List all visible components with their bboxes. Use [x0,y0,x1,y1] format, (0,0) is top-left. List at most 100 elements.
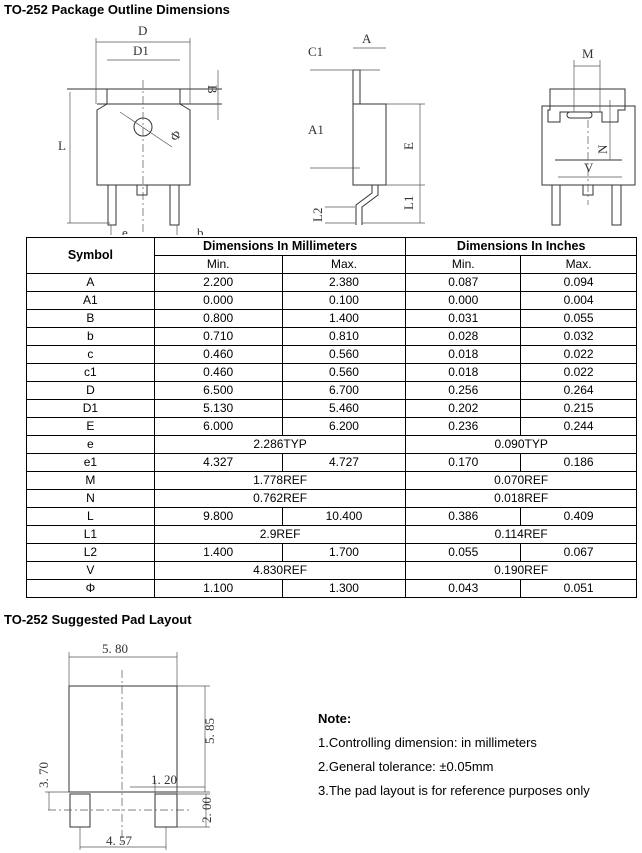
in-typ-cell: 0.090TYP [405,435,637,454]
note-item: 2.General tolerance: ±0.05mm [318,759,494,774]
mm-max-cell: 1.300 [281,579,407,598]
table-row: L2 1.400 1.700 0.055 0.067 [26,543,637,562]
label-e: e [122,225,128,235]
pad-label-width: 5. 80 [102,641,128,656]
pad-label-pad-width: 1. 20 [151,772,177,787]
in-max-cell: 0.004 [520,291,637,310]
pad-label-pitch: 4. 57 [106,833,133,848]
mm-max-cell: 0.100 [281,291,407,310]
mm-max-cell: 1.400 [281,309,407,328]
header-in-min: Min. [405,255,522,274]
in-max-cell: 0.022 [520,345,637,364]
mm-min-cell: 2.200 [153,273,283,292]
in-max-cell: 0.055 [520,309,637,328]
in-min-cell: 0.236 [405,417,522,436]
rear-view: M N V [541,46,636,226]
table-row: N 0.762REF 0.018REF [26,489,637,508]
pad-label-gap: 3. 70 [36,762,51,788]
in-max-cell: 0.051 [520,579,637,598]
mm-max-cell: 1.700 [281,543,407,562]
table-row: c1 0.460 0.560 0.018 0.022 [26,363,637,382]
label-C: C [376,232,385,235]
in-min-cell: 0.386 [405,507,522,526]
in-max-cell: 0.186 [520,453,637,472]
header-symbol: Symbol [26,237,155,274]
in-max-cell: 0.264 [520,381,637,400]
in-min-cell: 0.000 [405,291,522,310]
label-L2: L2 [310,208,325,222]
header-mm: Dimensions In Millimeters [153,237,407,256]
label-M: M [582,46,594,61]
mm-typ-cell: 0.762REF [153,489,407,508]
mm-typ-cell: 2.9REF [153,525,407,544]
in-max-cell: 0.094 [520,273,637,292]
notes-title: Note: [318,711,352,726]
front-view: D D1 B L Φ e b e1 [58,23,222,235]
in-min-cell: 0.256 [405,381,522,400]
symbol-cell: Φ [26,579,155,598]
table-row: B 0.800 1.400 0.031 0.055 [26,309,637,328]
symbol-cell: e1 [26,453,155,472]
label-A: A [362,31,372,46]
pad-label-height: 5. 85 [202,718,217,744]
mm-max-cell: 5.460 [281,399,407,418]
label-b: b [197,225,204,235]
in-min-cell: 0.202 [405,399,522,418]
pad-label-pad-height: 2. 00 [199,797,214,823]
table-row: A 2.200 2.380 0.087 0.094 [26,273,637,292]
label-N: N [595,144,610,154]
mm-max-cell: 6.200 [281,417,407,436]
symbol-cell: L2 [26,543,155,562]
label-B: B [205,85,220,94]
mm-max-cell: 0.560 [281,345,407,364]
outline-title: TO-252 Package Outline Dimensions [4,2,230,17]
table-row: D 6.500 6.700 0.256 0.264 [26,381,637,400]
note-item: 1.Controlling dimension: in millimeters [318,735,537,750]
mm-max-cell: 6.700 [281,381,407,400]
in-min-cell: 0.018 [405,363,522,382]
mm-max-cell: 2.380 [281,273,407,292]
pad-layout-drawing: 5. 80 5. 85 3. 70 1. 20 2. 00 4. 57 [36,641,217,850]
dimensions-table: Symbol Dimensions In Millimeters Dimensi… [26,237,637,598]
lead-pad-right [154,793,178,828]
table-row: Φ 1.100 1.300 0.043 0.051 [26,579,637,598]
notes: Note: 1.Controlling dimension: in millim… [318,709,590,805]
in-max-cell: 0.067 [520,543,637,562]
label-V: V [584,160,594,175]
header-inch: Dimensions In Inches [405,237,637,256]
label-L1: L1 [401,196,416,210]
tab-pad [68,685,178,793]
label-E: E [401,142,416,150]
in-min-cell: 0.055 [405,543,522,562]
table-row: e1 4.327 4.727 0.170 0.186 [26,453,637,472]
in-max-cell: 0.032 [520,327,637,346]
lead-pad-left [69,793,91,828]
in-min-cell: 0.170 [405,453,522,472]
in-min-cell: 0.043 [405,579,522,598]
in-min-cell: 0.018 [405,345,522,364]
table-row: c 0.460 0.560 0.018 0.022 [26,345,637,364]
table-row: e 2.286TYP 0.090TYP [26,435,637,454]
in-min-cell: 0.087 [405,273,522,292]
table-row: L 9.800 10.400 0.386 0.409 [26,507,637,526]
in-max-cell: 0.022 [520,363,637,382]
label-D: D [138,23,147,38]
in-min-cell: 0.028 [405,327,522,346]
in-min-cell: 0.031 [405,309,522,328]
mm-max-cell: 0.810 [281,327,407,346]
label-D1: D1 [133,43,149,58]
note-item: 3.The pad layout is for reference purpos… [318,783,590,798]
in-typ-cell: 0.114REF [405,525,637,544]
mm-min-cell: 0.460 [153,363,283,382]
label-A1: A1 [308,122,324,137]
header-in-max: Max. [520,255,637,274]
in-typ-cell: 0.190REF [405,561,637,580]
package-outline-drawing: D D1 B L Φ e b e1 A C1 A1 E L1 L2 C M N … [58,23,636,235]
mm-min-cell: 1.100 [153,579,283,598]
mm-max-cell: 0.560 [281,363,407,382]
in-typ-cell: 0.018REF [405,489,637,508]
in-max-cell: 0.409 [520,507,637,526]
in-max-cell: 0.215 [520,399,637,418]
in-max-cell: 0.244 [520,417,637,436]
in-typ-cell: 0.070REF [405,471,637,490]
